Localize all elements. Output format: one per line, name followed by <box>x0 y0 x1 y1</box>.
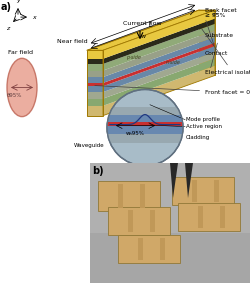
Polygon shape <box>87 50 103 59</box>
Polygon shape <box>107 122 183 126</box>
Polygon shape <box>170 163 178 198</box>
Text: Near field: Near field <box>57 39 87 44</box>
Polygon shape <box>103 52 215 99</box>
Polygon shape <box>118 184 123 208</box>
Text: Contact: Contact <box>205 21 229 56</box>
Text: a): a) <box>1 2 12 12</box>
Text: Electrical isolation: Electrical isolation <box>202 29 250 75</box>
Text: Cladding: Cladding <box>186 135 210 140</box>
Text: Current flow: Current flow <box>123 21 161 26</box>
Polygon shape <box>199 10 215 76</box>
Text: θ95%: θ95% <box>6 93 22 98</box>
Polygon shape <box>87 10 215 50</box>
Polygon shape <box>103 10 215 59</box>
Polygon shape <box>98 181 160 211</box>
Polygon shape <box>103 24 215 71</box>
Polygon shape <box>87 99 103 106</box>
Polygon shape <box>87 64 103 71</box>
Polygon shape <box>107 126 183 134</box>
Polygon shape <box>150 210 155 232</box>
Polygon shape <box>87 86 103 92</box>
Text: p-side: p-side <box>126 55 140 60</box>
Polygon shape <box>87 77 103 83</box>
Polygon shape <box>103 19 215 64</box>
Text: Substrate: Substrate <box>205 33 234 68</box>
Polygon shape <box>90 163 250 283</box>
Polygon shape <box>160 238 165 260</box>
Polygon shape <box>87 59 103 64</box>
Circle shape <box>107 90 183 166</box>
Polygon shape <box>90 233 250 283</box>
Polygon shape <box>118 235 180 263</box>
Text: Active region: Active region <box>186 124 222 129</box>
Text: Waveguide: Waveguide <box>74 143 104 148</box>
Polygon shape <box>128 210 133 232</box>
Polygon shape <box>108 207 170 235</box>
Text: wₕ95%: wₕ95% <box>126 131 144 136</box>
Polygon shape <box>192 180 197 202</box>
Text: n-side: n-side <box>166 60 180 65</box>
Polygon shape <box>87 92 103 99</box>
Polygon shape <box>87 83 103 86</box>
Text: w: w <box>140 34 145 39</box>
Polygon shape <box>185 163 193 198</box>
Polygon shape <box>107 115 183 122</box>
Polygon shape <box>172 177 234 205</box>
Text: Front facet = 0 … 10%: Front facet = 0 … 10% <box>95 86 250 95</box>
Text: Back facet
≥ 95%: Back facet ≥ 95% <box>205 8 237 19</box>
Polygon shape <box>107 134 183 143</box>
Polygon shape <box>103 58 215 106</box>
Polygon shape <box>107 107 183 115</box>
Polygon shape <box>198 206 203 228</box>
Ellipse shape <box>7 58 37 117</box>
Polygon shape <box>103 37 215 83</box>
Polygon shape <box>138 238 143 260</box>
Polygon shape <box>178 203 240 231</box>
Polygon shape <box>103 46 215 92</box>
Polygon shape <box>103 65 215 116</box>
Polygon shape <box>87 106 103 116</box>
Text: L: L <box>149 22 153 28</box>
Polygon shape <box>140 184 145 208</box>
Polygon shape <box>214 180 219 202</box>
Text: y: y <box>16 0 20 3</box>
Text: x: x <box>32 15 36 19</box>
Polygon shape <box>103 43 215 86</box>
Polygon shape <box>87 71 103 77</box>
Text: Mode profile: Mode profile <box>186 117 220 122</box>
Text: b): b) <box>92 166 104 176</box>
Polygon shape <box>103 30 215 77</box>
Text: z: z <box>6 26 9 31</box>
Text: Far field: Far field <box>8 50 34 55</box>
Polygon shape <box>220 206 225 228</box>
